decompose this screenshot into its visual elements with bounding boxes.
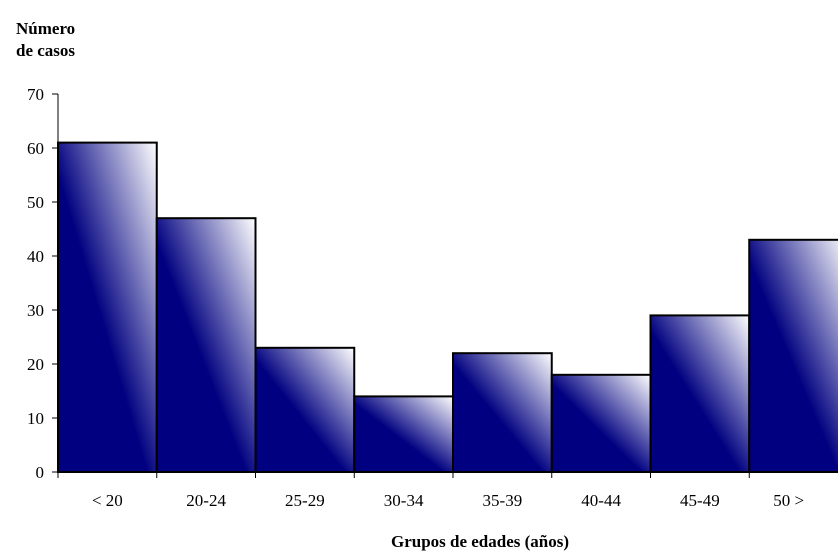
bar-2 [254, 346, 356, 473]
x-axis-title: Grupos de edades (años) [390, 532, 570, 551]
y-tick-label-7: 70 [27, 85, 44, 104]
bar-3 [353, 395, 454, 473]
bar-5 [550, 373, 652, 473]
y-tick-label-0: 0 [36, 463, 45, 482]
bar-1 [155, 217, 257, 473]
x-tick-label-7: 50 > [773, 491, 804, 510]
x-tick-label-0: < 20 [92, 491, 123, 510]
x-tick-label-1: 20-24 [186, 491, 226, 510]
y-tick-label-1: 10 [27, 409, 44, 428]
y-tick-label-6: 60 [27, 139, 44, 158]
y-tick-label-2: 20 [27, 355, 44, 374]
y-tick-label-5: 50 [27, 193, 44, 212]
bar-6 [649, 314, 751, 473]
x-tick-label-5: 40-44 [581, 491, 621, 510]
bars-group [57, 141, 838, 474]
x-tick-label-4: 35-39 [483, 491, 523, 510]
y-axis-title-line1: Número [16, 19, 76, 38]
y-tick-label-4: 40 [27, 247, 44, 266]
axes-group: 0 10 20 30 40 50 60 70 < 20 20-24 25-29 30-34 35-39 4… [27, 85, 838, 510]
x-tick-label-2: 25-29 [285, 491, 325, 510]
bar-7 [748, 238, 838, 473]
y-axis-title-line2: de casos [16, 41, 76, 60]
y-tick-label-3: 30 [27, 301, 44, 320]
bar-0 [57, 141, 158, 473]
x-tick-label-6: 45-49 [680, 491, 720, 510]
x-tick-label-3: 30-34 [384, 491, 424, 510]
y-axis-title: Número de casos [16, 18, 156, 62]
bar-4 [452, 352, 553, 474]
